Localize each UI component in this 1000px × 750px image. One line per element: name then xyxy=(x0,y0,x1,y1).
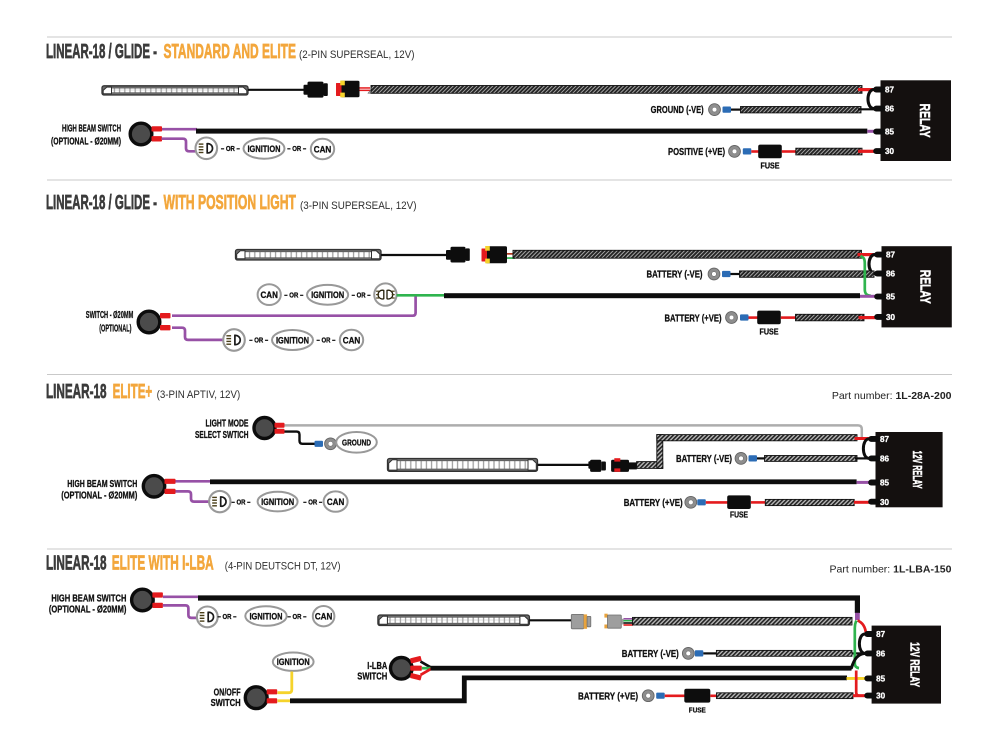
svg-text:– OR –: – OR – xyxy=(352,291,371,300)
svg-text:SELECT SWTICH: SELECT SWTICH xyxy=(195,429,249,441)
svg-text:86: 86 xyxy=(880,454,889,464)
svg-text:FUSE: FUSE xyxy=(730,510,749,519)
svg-text:– OR –: – OR – xyxy=(221,144,240,153)
svg-text:(OPTIONAL - Ø20MM): (OPTIONAL - Ø20MM) xyxy=(51,136,121,148)
svg-text:86: 86 xyxy=(886,269,895,279)
svg-text:IGNITION: IGNITION xyxy=(311,290,344,301)
svg-text:30: 30 xyxy=(880,497,889,507)
svg-text:FUSE: FUSE xyxy=(761,161,780,170)
svg-text:– OR –: – OR – xyxy=(287,144,306,153)
svg-text:30: 30 xyxy=(885,146,894,156)
svg-text:GROUND (-VE): GROUND (-VE) xyxy=(651,104,704,116)
svg-text:LINEAR-18 / GLIDE -: LINEAR-18 / GLIDE - xyxy=(46,191,157,214)
svg-text:RELAY: RELAY xyxy=(917,270,933,304)
svg-text:85: 85 xyxy=(885,127,894,137)
svg-text:12V RELAY: 12V RELAY xyxy=(907,642,922,687)
svg-text:BATTERY (-VE): BATTERY (-VE) xyxy=(676,453,732,465)
svg-text:86: 86 xyxy=(885,104,894,114)
svg-text:CAN: CAN xyxy=(327,497,345,508)
svg-text:30: 30 xyxy=(886,312,895,322)
svg-text:SWITCH: SWITCH xyxy=(357,671,387,683)
svg-text:– OR –: – OR – xyxy=(218,612,237,621)
svg-text:HIGH BEAM SWITCH: HIGH BEAM SWITCH xyxy=(51,592,126,604)
svg-text:86: 86 xyxy=(876,649,885,659)
svg-text:STANDARD AND ELITE: STANDARD AND ELITE xyxy=(164,40,297,63)
svg-text:SWITCH: SWITCH xyxy=(211,697,241,709)
svg-text:– OR –: – OR – xyxy=(249,336,268,345)
svg-text:87: 87 xyxy=(886,250,895,260)
svg-text:(3-PIN SUPERSEAL, 12V): (3-PIN SUPERSEAL, 12V) xyxy=(300,200,417,212)
svg-text:(4-PIN DEUTSCH DT, 12V): (4-PIN DEUTSCH DT, 12V) xyxy=(225,561,341,573)
svg-text:IGNITION: IGNITION xyxy=(277,657,310,668)
svg-text:85: 85 xyxy=(886,292,895,302)
svg-text:Part number: 1L-LBA-150: Part number: 1L-LBA-150 xyxy=(830,563,952,575)
svg-text:LINEAR-18: LINEAR-18 xyxy=(46,380,107,403)
svg-text:12V RELAY: 12V RELAY xyxy=(910,451,924,489)
svg-text:POSITIVE (+VE): POSITIVE (+VE) xyxy=(668,146,725,158)
svg-text:ELITE WITH I-LBA: ELITE WITH I-LBA xyxy=(112,552,214,575)
svg-text:BATTERY (+VE): BATTERY (+VE) xyxy=(578,691,638,703)
svg-text:– OR –: – OR – xyxy=(288,612,307,621)
svg-text:BATTERY (+VE): BATTERY (+VE) xyxy=(624,497,683,509)
svg-text:LIGHT MODE: LIGHT MODE xyxy=(206,418,249,430)
svg-text:(3-PIN APTIV, 12V): (3-PIN APTIV, 12V) xyxy=(157,389,241,401)
svg-text:85: 85 xyxy=(876,674,885,684)
svg-text:HIGH BEAM SWITCH: HIGH BEAM SWITCH xyxy=(67,478,137,490)
svg-text:85: 85 xyxy=(880,478,889,488)
svg-text:– OR –: – OR – xyxy=(303,497,322,506)
svg-text:87: 87 xyxy=(880,434,889,444)
svg-text:WITH POSITION LIGHT: WITH POSITION LIGHT xyxy=(164,191,297,214)
svg-text:CAN: CAN xyxy=(343,335,361,346)
svg-text:(OPTIONAL - Ø20MM): (OPTIONAL - Ø20MM) xyxy=(49,604,127,616)
svg-text:I-LBA: I-LBA xyxy=(367,660,387,672)
svg-text:LINEAR-18 / GLIDE -: LINEAR-18 / GLIDE - xyxy=(46,40,157,63)
svg-text:CAN: CAN xyxy=(260,290,278,301)
svg-text:ELITE+: ELITE+ xyxy=(113,380,153,403)
svg-text:IGNITION: IGNITION xyxy=(250,611,283,622)
svg-text:BATTERY (+VE): BATTERY (+VE) xyxy=(665,312,722,324)
svg-text:– OR –: – OR – xyxy=(284,290,303,299)
svg-text:IGNITION: IGNITION xyxy=(261,497,294,508)
svg-text:CAN: CAN xyxy=(315,612,333,623)
svg-text:CAN: CAN xyxy=(314,144,332,155)
svg-text:(2-PIN SUPERSEAL, 12V): (2-PIN SUPERSEAL, 12V) xyxy=(299,49,415,61)
svg-text:(OPTIONAL - Ø20MM): (OPTIONAL - Ø20MM) xyxy=(61,490,137,502)
svg-text:ON/OFF: ON/OFF xyxy=(214,686,241,698)
svg-text:BATTERY (-VE): BATTERY (-VE) xyxy=(622,648,679,660)
svg-text:RELAY: RELAY xyxy=(916,104,932,138)
svg-text:GROUND: GROUND xyxy=(342,437,371,447)
svg-text:LINEAR-18: LINEAR-18 xyxy=(46,552,107,575)
svg-text:SWITCH - Ø20MM: SWITCH - Ø20MM xyxy=(86,309,134,321)
svg-text:IGNITION: IGNITION xyxy=(276,335,309,346)
svg-text:FUSE: FUSE xyxy=(760,327,779,336)
svg-text:FUSE: FUSE xyxy=(689,706,706,715)
svg-text:87: 87 xyxy=(885,85,894,95)
svg-text:BATTERY (-VE): BATTERY (-VE) xyxy=(647,269,703,281)
svg-text:– OR –: – OR – xyxy=(232,497,251,506)
svg-text:HIGH BEAM SWITCH: HIGH BEAM SWITCH xyxy=(62,123,121,135)
svg-text:87: 87 xyxy=(876,629,885,639)
svg-text:30: 30 xyxy=(876,691,885,701)
svg-text:(OPTIONAL): (OPTIONAL) xyxy=(99,323,131,335)
svg-text:– OR –: – OR – xyxy=(317,336,336,345)
svg-text:Part number: 1L-28A-200: Part number: 1L-28A-200 xyxy=(832,390,952,402)
svg-text:IGNITION: IGNITION xyxy=(248,144,281,155)
